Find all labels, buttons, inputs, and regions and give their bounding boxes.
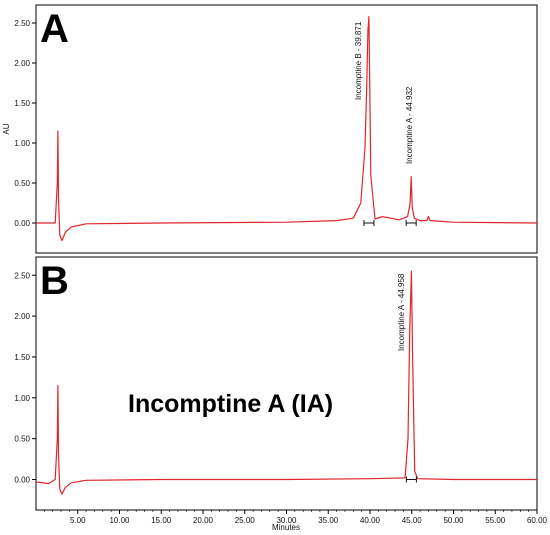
- plot-frame: [35, 4, 538, 254]
- y-tick-label: 1.50: [14, 99, 30, 108]
- x-tick-label: 30.00: [276, 516, 297, 525]
- y-tick-label: 1.00: [14, 394, 30, 403]
- x-tick-label: 10.00: [109, 516, 130, 525]
- x-tick-label: 35.00: [318, 516, 339, 525]
- y-tick-label: 1.50: [14, 353, 30, 362]
- panel-label: B: [40, 259, 69, 303]
- chromatogram-trace: [36, 16, 538, 242]
- x-tick-label: 25.00: [235, 516, 256, 525]
- chromatogram-panel-a: A AU 0.00 0.50 1.00 1.50 2.00 2.50 Incomptine…: [2, 4, 538, 254]
- x-tick-label: 60.00: [527, 516, 548, 525]
- y-tick-label: 1.00: [14, 139, 30, 148]
- chromatogram-panel-b: B Incomptine A (IA) Incomptine A - 44.95…: [14, 256, 548, 532]
- x-tick-label: 40.00: [360, 516, 381, 525]
- y-axis-title: AU: [2, 123, 11, 134]
- peak-label-incomptine-a: Incomptine A - 44.958: [397, 273, 406, 351]
- x-tick-label: 45.00: [402, 516, 423, 525]
- x-tick-label: 20.00: [193, 516, 214, 525]
- y-tick-label: 0.00: [14, 475, 30, 484]
- panel-label: A: [40, 7, 69, 51]
- plot-frame: [35, 256, 538, 511]
- y-tick-label: 2.00: [14, 59, 30, 68]
- x-tick-label: 50.00: [443, 516, 464, 525]
- y-tick-label: 2.50: [14, 19, 30, 28]
- peak-label-incomptine-a: Incomptine A - 44.932: [405, 86, 414, 164]
- compound-annotation: Incomptine A (IA): [128, 390, 333, 418]
- peak-label-incomptine-b: Incomptine B - 39.871: [354, 21, 363, 100]
- x-axis-title: Minutes: [272, 523, 300, 532]
- y-tick-label: 2.50: [14, 271, 30, 280]
- x-tick-label: 5.00: [70, 516, 86, 525]
- y-tick-label: 2.00: [14, 312, 30, 321]
- chromatogram-trace: [35, 270, 537, 495]
- y-tick-label: 0.50: [14, 179, 30, 188]
- y-tick-label: 0.00: [14, 219, 30, 228]
- x-tick-label: 15.00: [151, 516, 172, 525]
- x-tick-label: 55.00: [485, 516, 506, 525]
- y-tick-label: 0.50: [14, 435, 30, 444]
